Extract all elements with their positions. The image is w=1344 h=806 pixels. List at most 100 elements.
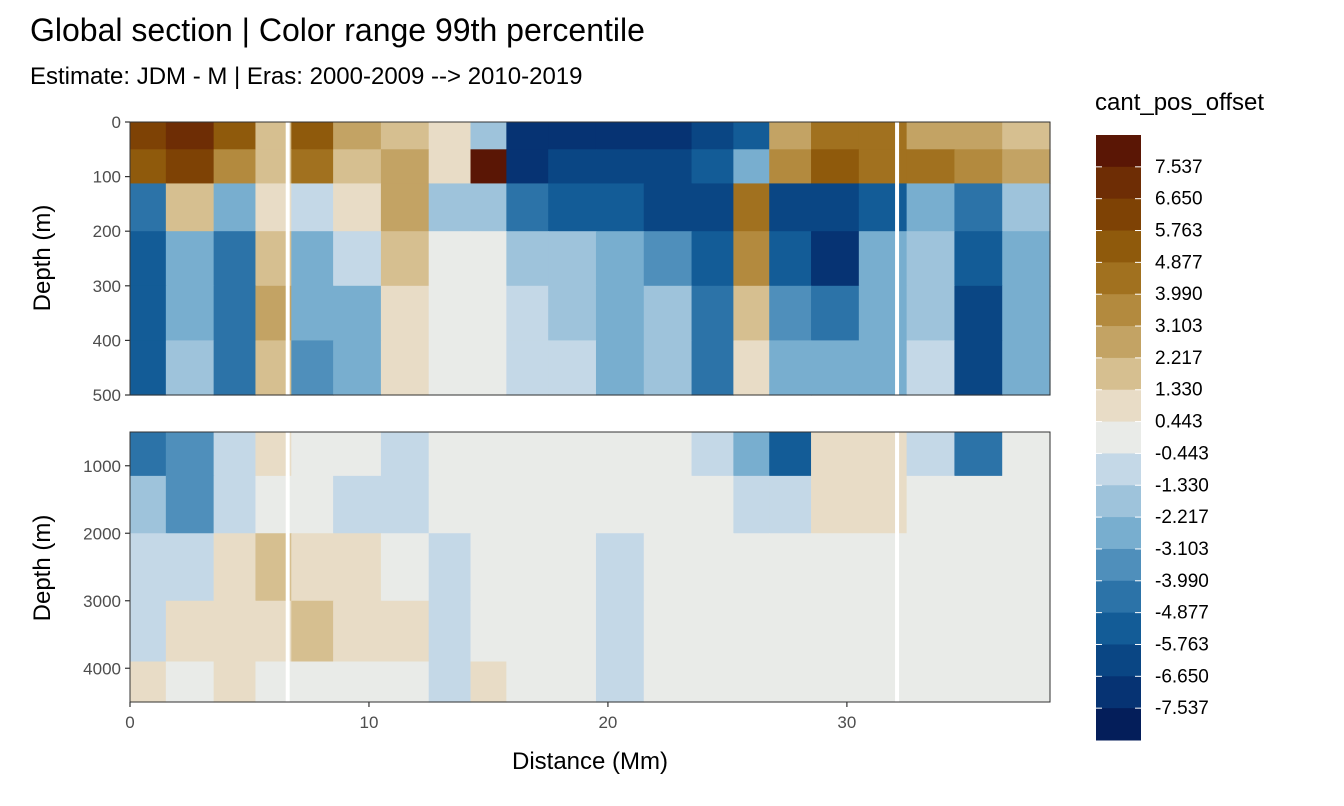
heatmap-cell [811,122,860,150]
heatmap-cell [906,432,956,477]
heatmap-cell [769,183,812,232]
heatmap-cell [428,600,472,663]
heatmap-cell [595,285,645,341]
heatmap-cell [595,533,645,602]
heatmap-cell [548,600,597,663]
heatmap-cell [733,231,770,287]
legend-swatch [1096,644,1141,677]
heatmap-cell [858,340,908,396]
heatmap-cell [506,475,549,534]
legend-label: 7.537 [1155,157,1203,178]
heatmap-cell [548,149,597,185]
heatmap-cell [1002,231,1051,287]
heatmap-cell [165,231,215,287]
heatmap-cell [165,122,215,150]
legend-swatch [1096,166,1141,200]
heatmap-cell [470,340,507,396]
heatmap-cell [954,149,1003,185]
heatmap-cell [733,661,770,703]
legend-swatch [1096,676,1141,709]
heatmap-cell [733,122,770,150]
heatmap-cell [130,340,167,396]
heatmap-cell [811,340,860,396]
heatmap-cell [691,285,734,341]
heatmap-cell [954,661,1003,703]
heatmap-cell [733,285,770,341]
legend-labels: 7.537 6.650 5.763 4.877 3.990 3.103 2.217 1.330… [1096,157,1209,719]
heatmap-cell [165,661,215,703]
heatmap-cell [333,285,382,341]
legend-swatch [1096,612,1141,645]
chart-subtitle: Estimate: JDM - M | Eras: 2000-2009 --> … [30,63,582,90]
heatmap-cell [380,533,430,602]
heatmap-cell [858,432,908,477]
legend-swatch [1096,357,1141,391]
heatmap-cell [428,231,472,287]
heatmap-cell [470,285,507,341]
heatmap-cell [691,122,734,150]
heatmap-cell [954,231,1003,287]
heatmap-cell [165,432,215,477]
legend-label: 4.877 [1155,252,1203,273]
heatmap-cell [291,340,334,396]
heatmap-cell [811,661,860,703]
heatmap-cell [333,475,382,534]
heatmap-cell [733,149,770,185]
heatmap-cell [213,475,257,534]
x-tick-label: 10 [360,713,379,732]
heatmap-cell [643,231,693,287]
heatmap-cell [291,231,334,287]
heatmap-cell [333,122,382,150]
y-tick-label: 1000 [83,457,121,476]
heatmap-cell [643,183,693,232]
legend-swatch [1096,708,1141,741]
heatmap-cell [506,340,549,396]
heatmap-cell [811,600,860,663]
heatmap-cell [380,661,430,703]
heatmap-cell [380,432,430,477]
heatmap-cell [1002,661,1051,703]
heatmap-cell [380,122,430,150]
heatmap-cell [643,475,693,534]
heatmap-cell [548,533,597,602]
chart-title: Global section | Color range 99th percen… [30,12,645,48]
data-gap [285,432,290,702]
heatmap-cell [380,231,430,287]
heatmap-cell [470,600,507,663]
legend-label: 0.443 [1155,412,1203,433]
y-tick-label: 4000 [83,659,121,678]
heatmap-cell [165,183,215,232]
heatmap-cell [506,122,549,150]
lower-panel [129,431,1051,703]
heatmap-cell [291,183,334,232]
legend-label: 2.217 [1155,348,1203,369]
heatmap-cell [333,661,382,703]
heatmap-cell [691,432,734,477]
heatmap-cell [858,149,908,185]
heatmap-cell [548,475,597,534]
heatmap-cell [470,122,507,150]
heatmap-cell [165,533,215,602]
legend-colorbar [1096,135,1141,741]
heatmap-cell [548,661,597,703]
heatmap-cell [291,285,334,341]
heatmap-cell [769,533,812,602]
heatmap-cell [769,149,812,185]
heatmap-cell [1002,475,1051,534]
heatmap-cell [954,432,1003,477]
heatmap-cell [548,340,597,396]
heatmap-cell [333,432,382,477]
heatmap-cell [333,149,382,185]
heatmap-cell [506,533,549,602]
heatmap-cell [506,285,549,341]
heatmap-cell [213,661,257,703]
heatmap-cell [811,149,860,185]
heatmap-cell [769,285,812,341]
upper-y-axis-title: Depth (m) [29,205,56,312]
heatmap-cell [643,661,693,703]
heatmap-cell [428,149,472,185]
heatmap-cell [213,149,257,185]
heatmap-cell [213,600,257,663]
legend-swatch [1096,294,1141,327]
